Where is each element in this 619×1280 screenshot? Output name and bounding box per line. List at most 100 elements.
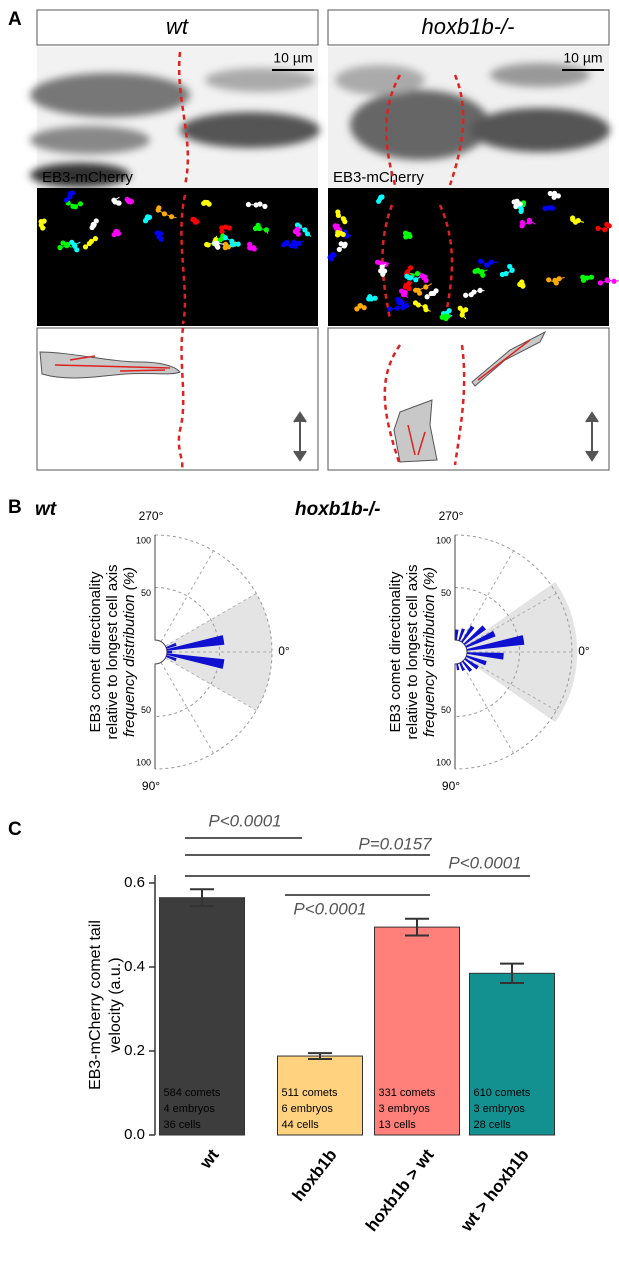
cell-shape [471, 330, 547, 387]
error-bar [500, 962, 524, 984]
comet-track [282, 242, 292, 247]
error-bar [308, 1052, 332, 1060]
comet-track [126, 198, 132, 206]
comet-track [548, 276, 565, 284]
bar-annotation: 331 comets [379, 1087, 436, 1099]
bar-annotation: 36 cells [164, 1119, 202, 1131]
bar-annotation: 13 cells [379, 1119, 417, 1131]
comet-track [339, 241, 346, 250]
comet-track [248, 203, 268, 207]
bar-annotation: 511 comets [282, 1087, 339, 1099]
comet-track [337, 231, 344, 236]
comet-track [421, 275, 427, 281]
angle-tick-label: 90° [142, 779, 160, 793]
comet-track [502, 266, 515, 275]
bar [374, 926, 460, 1136]
comet-track [225, 237, 240, 246]
comet-track [67, 202, 82, 208]
comet-track [65, 192, 73, 201]
polar-bar [458, 628, 466, 642]
comet-track [71, 241, 81, 251]
bar [469, 972, 555, 1136]
x-tick-label: hoxb1b > wt [362, 1145, 438, 1235]
tracks-panel [37, 188, 318, 326]
panel-a-left: wt EB3-mCherry 10 µm [30, 9, 320, 471]
scale-label: 10 µm [273, 50, 312, 66]
comet-track [518, 281, 524, 287]
comet-track [333, 225, 341, 231]
comet-track [221, 226, 230, 232]
axis-label: EB3 comet directionality [87, 571, 104, 732]
comet-track [112, 231, 119, 236]
comet-track [145, 216, 150, 222]
comet-track [406, 275, 421, 281]
comet-track [377, 261, 390, 265]
axis-label: frequency distribution (%) [121, 567, 138, 737]
comet-track [548, 192, 559, 199]
angle-tick-label: 90° [442, 779, 460, 793]
r-tick-label: 50 [141, 705, 151, 715]
axis-label: relative to longest cell axis [104, 564, 121, 739]
bar [159, 897, 245, 1136]
comet-track [600, 279, 619, 284]
polar-bar [466, 635, 525, 651]
polar-bar [456, 663, 460, 671]
axis-arrow [293, 411, 307, 462]
polar-bar [455, 629, 459, 641]
cells [30, 68, 320, 187]
axis-label: EB3 comet directionality [387, 571, 404, 732]
comet-track [91, 220, 98, 228]
comet-track [254, 224, 269, 234]
y-tick-label: 0.4 [124, 958, 145, 975]
axis-label: frequency distribution (%) [421, 567, 438, 737]
comet-track [396, 298, 407, 304]
comet [245, 201, 252, 208]
significance-label: P<0.0001 [448, 853, 521, 872]
cells [335, 63, 610, 160]
comet-track [297, 224, 312, 237]
comet-track [405, 232, 412, 239]
axis [154, 535, 168, 769]
polar-bar [166, 653, 225, 669]
comet-track [404, 281, 413, 289]
cell-shape [393, 399, 438, 463]
r-tick-label: 50 [441, 588, 451, 598]
header: wt [166, 14, 189, 39]
image-label: EB3-mCherry [42, 169, 133, 186]
x-tick-label: wt [195, 1145, 222, 1173]
comet-track [440, 315, 452, 320]
polar-bar [465, 630, 496, 648]
diagram-box [327, 327, 610, 471]
y-tick-label: 0.2 [124, 1042, 145, 1059]
comet-track [40, 220, 46, 229]
comet-track [329, 254, 337, 260]
comet-track [113, 196, 120, 204]
polar-bar [464, 658, 479, 670]
bar-annotation: 3 embryos [474, 1103, 526, 1115]
bar-annotation: 44 cells [282, 1119, 320, 1131]
bar-annotation: 4 embryos [164, 1103, 216, 1115]
tracks-panel [328, 188, 609, 326]
polar-bar [459, 662, 465, 672]
axis-label: relative to longest cell axis [404, 564, 421, 739]
comet-track [460, 307, 467, 320]
comet-track [367, 296, 377, 301]
polar-bar [465, 655, 487, 666]
comet-track [480, 260, 499, 266]
comet-track [85, 238, 99, 248]
comet-track [473, 269, 488, 277]
header-box [36, 9, 319, 46]
comet-track [378, 194, 385, 202]
angle-tick-label: 270° [139, 509, 164, 523]
header-box [327, 9, 610, 46]
comet-track [59, 242, 72, 249]
r-tick-label: 100 [436, 535, 451, 545]
grid-arc [154, 534, 273, 770]
significance-label: P=0.0157 [358, 834, 432, 853]
polar-bar [165, 655, 177, 662]
x-tick-label: hoxb1b [288, 1146, 340, 1205]
shaded-sector [165, 593, 272, 711]
comet-track [156, 232, 162, 240]
axis [454, 535, 468, 769]
